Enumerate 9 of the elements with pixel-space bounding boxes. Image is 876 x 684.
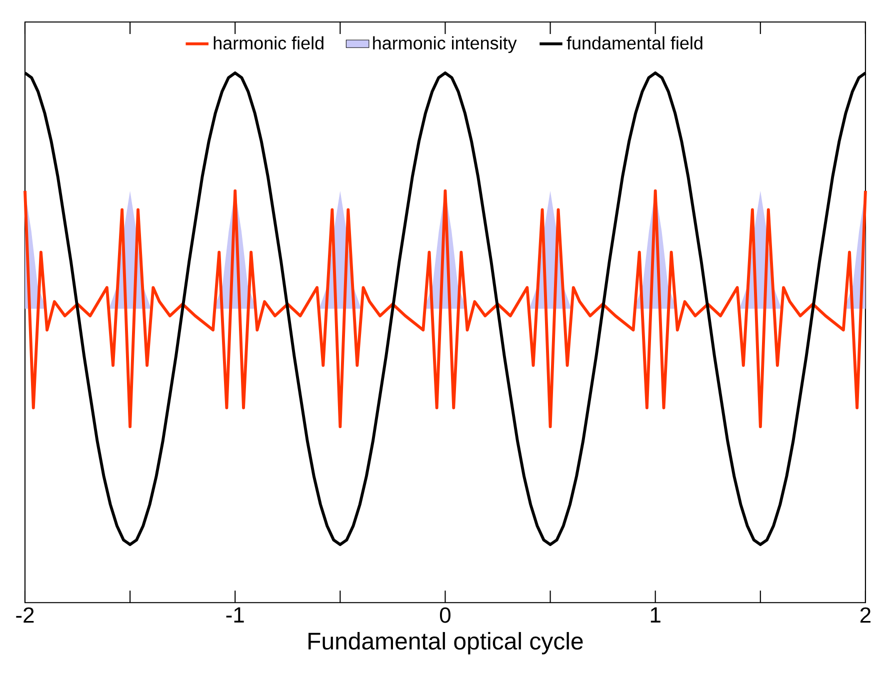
legend-label: harmonic field	[214, 36, 324, 50]
x-tick-label: 0	[440, 608, 450, 624]
x-tick-label: -1	[226, 608, 244, 623]
legend-label: harmonic intensity	[373, 36, 517, 54]
x-tick-label: 1	[650, 608, 660, 623]
x-tick-label: -2	[16, 608, 34, 623]
legend-label: fundamental field	[566, 36, 702, 50]
x-axis-title: Fundamental optical cycle	[308, 632, 583, 655]
x-tick-label: 2	[860, 608, 870, 623]
